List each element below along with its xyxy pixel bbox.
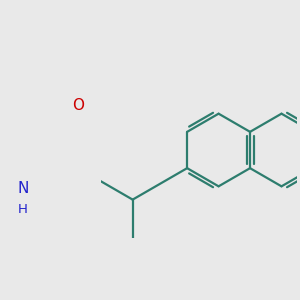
Text: O: O	[72, 98, 84, 113]
Text: H: H	[18, 202, 28, 216]
Text: N: N	[17, 181, 28, 196]
